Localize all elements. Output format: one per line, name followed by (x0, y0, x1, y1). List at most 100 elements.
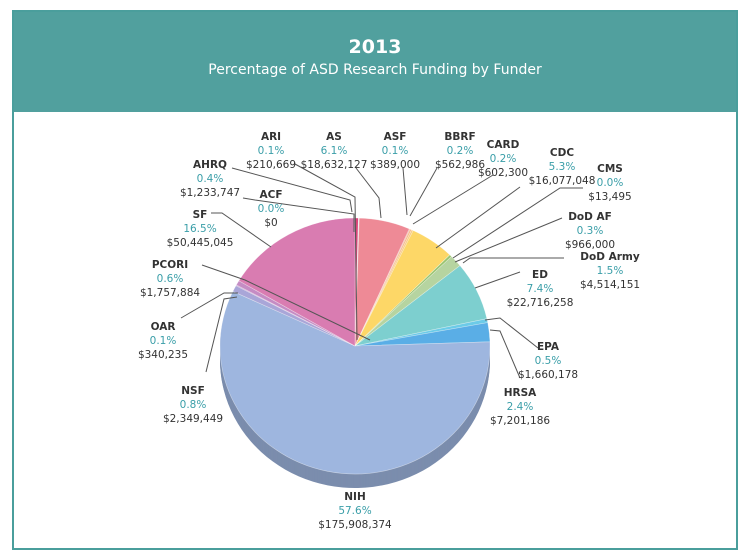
slice-label-amount: $22,716,258 (506, 297, 574, 309)
slice-label-name: CARD (486, 139, 520, 151)
slice-label: SF 16.5% $50,445,045 (145, 208, 255, 250)
slice-label: AS 6.1% $18,632,127 (279, 130, 389, 172)
slice-label-name: PCORI (151, 259, 189, 271)
slice-label-amount: $1,660,178 (517, 369, 579, 381)
leader-line (412, 174, 494, 225)
slice-label-name: ACF (259, 189, 283, 201)
slice-label-name: SF (192, 209, 208, 221)
slice-label-percent-label: 0.4% (196, 173, 224, 185)
slice-label: HRSA 2.4% $7,201,186 (465, 386, 575, 428)
slice-label: DoD Army 1.5% $4,514,151 (555, 250, 665, 292)
slice-label-percent-label: 0.1% (381, 145, 409, 157)
leader-line (484, 317, 539, 349)
leader-line (294, 163, 358, 341)
slice-label-name: DoD AF (568, 211, 612, 223)
slice-label: AHRQ 0.4% $1,233,747 (155, 158, 265, 200)
slice-label-name: ARI (260, 131, 282, 143)
slice-label-name: HRSA (503, 387, 537, 399)
leader-line (355, 167, 382, 219)
leader-line (489, 329, 521, 379)
chart-frame (12, 10, 738, 550)
slice-label-amount: $50,445,045 (166, 237, 234, 249)
leader-line (452, 187, 583, 259)
slice-label-percent-label: 6.1% (320, 145, 348, 157)
slice-label-amount: $210,669 (245, 159, 297, 171)
leader-line (205, 296, 238, 373)
leader-line (201, 264, 371, 341)
slice-label-percent-label: 0.1% (257, 145, 285, 157)
slice-label: CDC 5.3% $16,077,048 (507, 146, 617, 188)
slice-label-percent-label: 0.2% (446, 145, 474, 157)
leader-line (231, 167, 353, 213)
slice-label-name: ASF (383, 131, 407, 143)
slice-sf[interactable] (238, 217, 356, 347)
slice-label-percent-label: 7.4% (526, 283, 554, 295)
slice-label: BBRF 0.2% $562,986 (405, 130, 515, 172)
slice-label-name: OAR (150, 321, 176, 333)
leader-line (180, 292, 238, 319)
slice-label-name: BBRF (444, 131, 476, 143)
slice-label-percent-label: 1.5% (596, 265, 624, 277)
slice-label-name: CMS (597, 163, 623, 175)
slice-label-percent-label: 0.8% (179, 399, 207, 411)
leader-line (211, 212, 272, 248)
slice-label-amount: $966,000 (564, 239, 616, 251)
slice-label-percent-label: 5.3% (548, 161, 576, 173)
slice-label: ASF 0.1% $389,000 (340, 130, 450, 172)
chart-subtitle: Percentage of ASD Research Funding by Fu… (208, 62, 542, 78)
slice-label: ACF 0.0% $0 (216, 188, 326, 230)
slice-label-name: CDC (549, 147, 575, 159)
chart-header: 2013 Percentage of ASD Research Funding … (14, 12, 736, 112)
leader-line (242, 197, 355, 232)
slice-label: PCORI 0.6% $1,757,884 (115, 258, 225, 300)
slice-label-name: NIH (344, 491, 366, 503)
slice-label-amount: $1,233,747 (179, 187, 241, 199)
slice-label-name: AHRQ (193, 159, 227, 171)
slice-label-amount: $1,757,884 (139, 287, 201, 299)
slice-label: ED 7.4% $22,716,258 (485, 268, 595, 310)
slice-label: NIH 57.6% $175,908,374 (300, 490, 410, 532)
leader-line (462, 257, 564, 264)
leader-line (474, 271, 521, 289)
slice-nih[interactable] (219, 290, 491, 475)
slice-label-percent-label: 16.5% (183, 223, 217, 235)
slice-label-percent-label: 0.3% (576, 225, 604, 237)
slice-label-percent-label: 0.5% (534, 355, 562, 367)
slice-label-amount: $389,000 (369, 159, 421, 171)
slice-label-name: DoD Army (580, 251, 640, 263)
slice-label-amount: $562,986 (434, 159, 486, 171)
slice-label-name: ED (532, 269, 548, 281)
slice-label-percent-label: 0.6% (156, 273, 184, 285)
slice-label-name: AS (326, 131, 342, 143)
slice-label: OAR 0.1% $340,235 (108, 320, 218, 362)
slice-label-percent-label: 0.0% (257, 203, 285, 215)
slice-label-amount: $16,077,048 (528, 175, 596, 187)
leader-line (409, 167, 438, 217)
slice-label-amount: $2,349,449 (162, 413, 224, 425)
slice-label-name: EPA (536, 341, 560, 353)
slice-label: CARD 0.2% $602,300 (448, 138, 558, 180)
slice-label-amount: $340,235 (137, 349, 189, 361)
leader-line (402, 167, 408, 216)
leader-line (454, 217, 563, 263)
slice-label-percent-label: 57.6% (338, 505, 372, 517)
leader-line (435, 186, 521, 249)
slice-label-percent-label: 2.4% (506, 401, 534, 413)
slice-label-percent-label: 0.1% (149, 335, 177, 347)
slice-label: NSF 0.8% $2,349,449 (138, 384, 248, 426)
chart-title: 2013 (348, 36, 402, 58)
slice-label: EPA 0.5% $1,660,178 (493, 340, 603, 382)
slice-label-amount: $18,632,127 (300, 159, 368, 171)
slice-label: ARI 0.1% $210,669 (216, 130, 326, 172)
slice-label-amount: $7,201,186 (489, 415, 551, 427)
slice-label-amount: $175,908,374 (318, 519, 392, 531)
slice-label-amount: $602,300 (477, 167, 529, 179)
slice-label: CMS 0.0% $13,495 (555, 162, 665, 204)
slice-label-percent-label: 0.2% (489, 153, 517, 165)
slice-label-name: NSF (181, 385, 205, 397)
slice-label-amount: $0 (264, 217, 278, 229)
slice-label: DoD AF 0.3% $966,000 (535, 210, 645, 252)
slice-label-amount: $13,495 (588, 191, 632, 203)
